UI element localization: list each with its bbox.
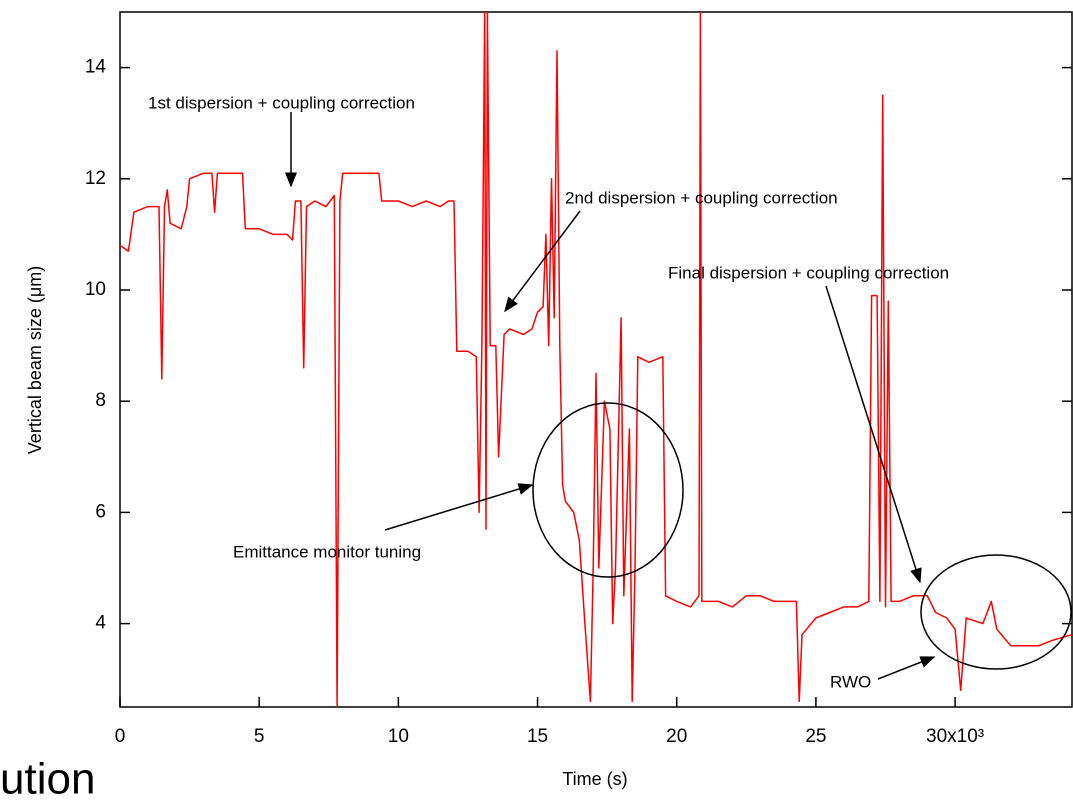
x-tick-label: 25 <box>805 726 826 747</box>
x-tick-label: 5 <box>254 726 265 747</box>
arrow <box>384 483 534 531</box>
annotation: RWO <box>830 672 871 691</box>
y-tick-label: 10 <box>85 279 106 300</box>
annotation: Emittance monitor tuning <box>233 542 421 561</box>
data-line <box>120 12 1072 707</box>
plot-area <box>120 12 1072 707</box>
footer-text: ution <box>0 755 95 802</box>
x-tick-label: 30x10³ <box>926 726 984 747</box>
y-tick-label: 14 <box>85 57 107 78</box>
x-tick-label: 20 <box>666 726 687 747</box>
x-axis-label: Time (s) <box>562 769 627 789</box>
y-tick-label: 6 <box>95 501 106 522</box>
x-tick-label: 0 <box>115 726 126 747</box>
arrow <box>504 210 581 313</box>
ellipse <box>920 554 1072 670</box>
x-tick-label: 10 <box>388 726 409 747</box>
plot-frame <box>119 11 1073 708</box>
annotation: 2nd dispersion + coupling correction <box>565 188 838 207</box>
arrow <box>825 285 922 584</box>
annotation: 1st dispersion + coupling correction <box>148 93 415 112</box>
arrow <box>877 656 936 680</box>
annotation: Final dispersion + coupling correction <box>668 263 949 282</box>
y-axis-label: Vertical beam size (μm) <box>25 266 45 454</box>
y-tick-label: 4 <box>95 613 106 634</box>
ellipse <box>532 402 684 578</box>
x-tick-label: 15 <box>527 726 548 747</box>
y-tick-label: 8 <box>95 390 106 411</box>
y-tick-label: 12 <box>85 168 106 189</box>
